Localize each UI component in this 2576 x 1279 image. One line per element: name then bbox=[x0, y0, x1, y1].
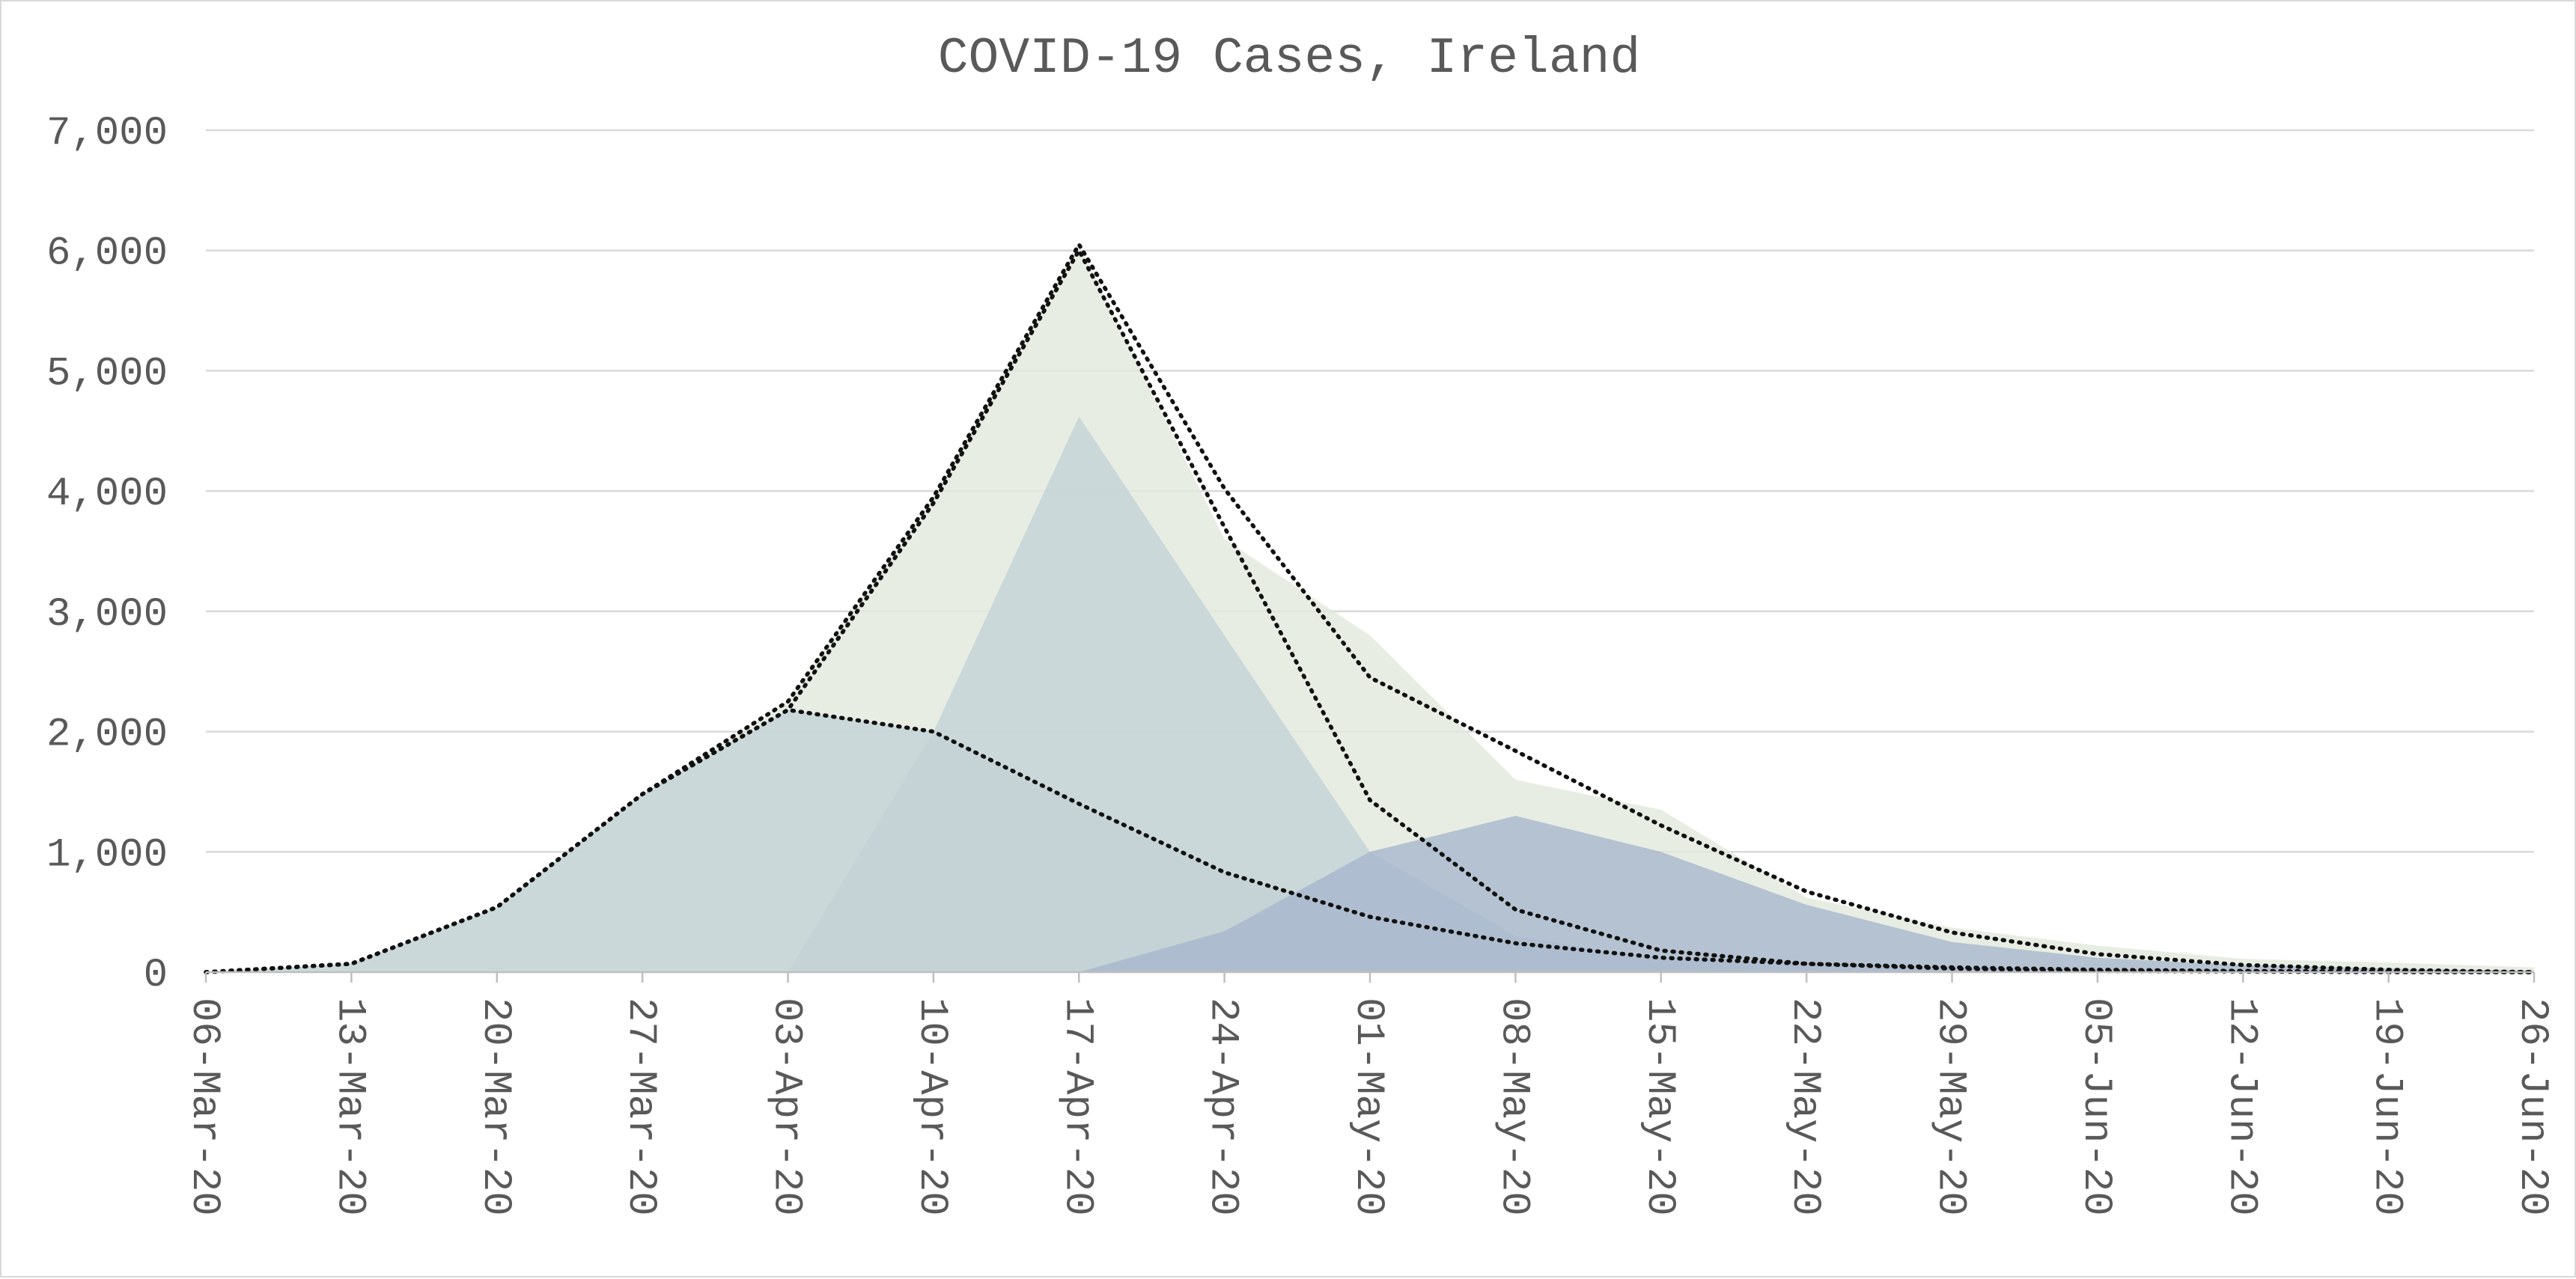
line-wave-a-trend bbox=[204, 707, 2536, 974]
area-series bbox=[206, 244, 2534, 972]
line-total-trend bbox=[204, 242, 2536, 974]
x-tick-label-7: 24-Apr-20 bbox=[1200, 998, 1246, 1216]
x-tick-label-15: 19-Jun-20 bbox=[2364, 998, 2410, 1216]
x-tick-label-16: 26-Jun-20 bbox=[2509, 998, 2555, 1216]
x-axis-tick-labels: 06-Mar-20 13-Mar-20 20-Mar-20 27-Mar-20 03-A… bbox=[181, 998, 2555, 1216]
x-tick-label-10: 15-May-20 bbox=[1636, 998, 1682, 1216]
y-tick-label-0: 0 bbox=[144, 953, 168, 998]
x-tick-label-12: 29-May-20 bbox=[1928, 998, 1973, 1216]
area-wave-a-cases bbox=[206, 709, 2534, 972]
y-tick-label-4: 4,000 bbox=[46, 471, 168, 517]
y-axis-tick-labels: 0 1,000 2,000 3,000 4,000 5,000 6,000 7,000 bbox=[46, 111, 168, 998]
y-tick-label-5: 5,000 bbox=[46, 351, 168, 397]
x-tick-label-11: 22-May-20 bbox=[1782, 998, 1827, 1216]
axes bbox=[204, 971, 2536, 983]
area-wave-c-cases bbox=[206, 816, 2534, 972]
y-tick-label-6: 6,000 bbox=[46, 231, 168, 277]
x-tick-label-5: 10-Apr-20 bbox=[909, 998, 954, 1216]
gridlines bbox=[206, 129, 2534, 853]
y-tick-label-1: 1,000 bbox=[46, 832, 168, 878]
y-tick-label-2: 2,000 bbox=[46, 712, 168, 758]
x-tick-label-1: 13-Mar-20 bbox=[326, 998, 372, 1216]
chart-title: COVID-19 Cases, Ireland bbox=[938, 30, 1641, 88]
line-wave-a-b-trend bbox=[204, 248, 2536, 974]
x-tick-label-4: 03-Apr-20 bbox=[764, 998, 809, 1216]
x-tick-label-2: 20-Mar-20 bbox=[472, 998, 518, 1216]
x-tick-label-0: 06-Mar-20 bbox=[181, 998, 227, 1216]
x-tick-label-8: 01-May-20 bbox=[1345, 998, 1391, 1216]
x-tick-label-6: 17-Apr-20 bbox=[1054, 998, 1100, 1216]
x-tick-label-9: 08-May-20 bbox=[1491, 998, 1536, 1216]
x-tick-label-3: 27-Mar-20 bbox=[618, 998, 663, 1216]
y-tick-label-7: 7,000 bbox=[46, 111, 168, 156]
y-tick-label-3: 3,000 bbox=[46, 592, 168, 638]
trend-lines bbox=[204, 242, 2536, 974]
x-tick-label-14: 12-Jun-20 bbox=[2218, 998, 2264, 1216]
x-tick-label-13: 05-Jun-20 bbox=[2073, 998, 2119, 1216]
